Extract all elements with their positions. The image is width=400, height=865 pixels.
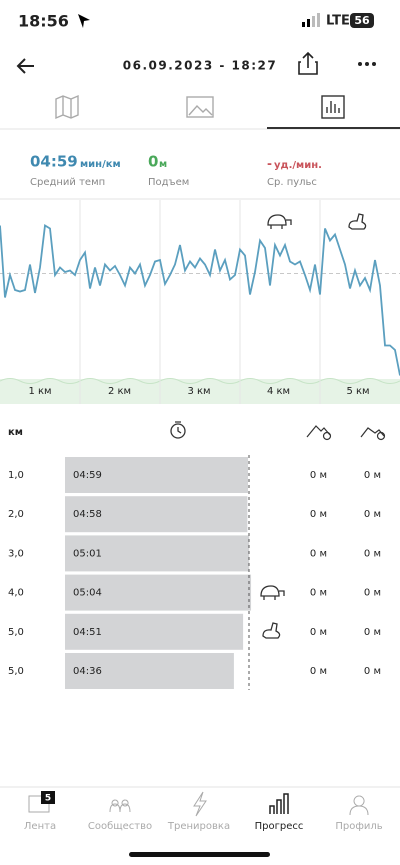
battery <box>350 13 374 28</box>
km-label: 3 км <box>187 386 210 397</box>
row-pace: 05:04 <box>73 588 102 599</box>
slow-icon <box>267 214 292 229</box>
pace-unit: мин/км <box>80 159 121 170</box>
row-ascent: 0 м <box>310 627 327 638</box>
pace-bar <box>65 535 250 572</box>
row-pace: 05:01 <box>73 548 102 559</box>
row-ascent: 0 м <box>310 548 327 559</box>
row-ascent: 0 м <box>310 588 327 599</box>
row-km: 1,0 <box>8 470 24 481</box>
badge-bg <box>41 791 55 804</box>
row-ascent: 0 м <box>310 470 327 481</box>
row-km: 2,0 <box>8 509 24 520</box>
fast-icon <box>348 213 367 230</box>
pace-bar <box>65 457 248 493</box>
row-descent: 0 м <box>364 509 381 520</box>
pace-value: 04:59 <box>30 153 78 171</box>
pulse-label: Ср. пульс <box>267 177 317 188</box>
ascent-label: Подъем <box>148 177 189 188</box>
more-button[interactable] <box>358 62 376 66</box>
nav-label[interactable]: Сообщество <box>88 821 152 832</box>
map-tab[interactable] <box>55 94 79 120</box>
home-indicator <box>129 852 270 857</box>
pace-label: Средний темп <box>30 177 105 188</box>
bottom-nav: Лента Сообщество Тренировка Прогресс Профиль… <box>24 791 383 832</box>
fast-split-icon <box>262 622 281 639</box>
nav-label[interactable]: Тренировка <box>167 821 230 832</box>
splits-table: 1,0 04:59 0 м 0 м 2,0 04:58 0 м 0 м 3,0 05:01 0 м 0… <box>8 457 381 689</box>
badge-count: 5 <box>45 794 51 804</box>
pulse-value: - <box>267 157 272 171</box>
nav-label[interactable]: Лента <box>24 821 56 832</box>
row-descent: 0 м <box>364 588 381 599</box>
community-icon <box>109 799 131 813</box>
progress-icon <box>269 793 289 814</box>
header-title: 06.09.2023 - 18:27 <box>123 59 277 73</box>
row-descent: 0 м <box>364 548 381 559</box>
pace-chart: 1 км 2 км 3 км 4 км 5 км <box>0 200 400 639</box>
status-time: 18:56 <box>18 12 69 31</box>
row-km: 5,0 <box>8 666 24 677</box>
row-pace: 04:51 <box>73 627 102 638</box>
descent-icon <box>360 427 386 441</box>
location-icon <box>78 14 90 28</box>
profile-icon <box>349 795 369 816</box>
chart-tab[interactable] <box>321 95 345 119</box>
network: LTE <box>326 14 350 29</box>
ascent-icon <box>306 425 332 441</box>
share-button[interactable] <box>298 51 318 75</box>
ascent-unit: м <box>159 159 167 170</box>
pace-bar <box>65 574 252 611</box>
km-label: 1 км <box>28 386 51 397</box>
row-km: 5,0 <box>8 627 24 638</box>
photo-tab[interactable] <box>186 96 214 118</box>
row-descent: 0 м <box>364 666 381 677</box>
workout-icon <box>193 791 207 817</box>
row-km: 3,0 <box>8 548 24 559</box>
row-descent: 0 м <box>364 470 381 481</box>
ascent-value: 0 <box>148 153 158 171</box>
elevation-profile <box>0 378 400 384</box>
pace-bar <box>65 613 244 650</box>
slow-split-icon <box>260 585 285 600</box>
pace-bar <box>65 496 248 533</box>
row-km: 4,0 <box>8 588 24 599</box>
row-pace: 04:36 <box>73 666 102 677</box>
km-label: 4 км <box>267 386 290 397</box>
pace-bar <box>65 653 234 689</box>
pulse-unit: уд./мин. <box>274 160 322 171</box>
km-label: 2 км <box>108 386 131 397</box>
row-pace: 04:59 <box>73 470 102 481</box>
back-button[interactable] <box>16 58 34 74</box>
table-header-km: км <box>8 427 23 438</box>
pace-line <box>0 224 400 376</box>
nav-label[interactable]: Профиль <box>335 821 382 832</box>
row-ascent: 0 м <box>310 666 327 677</box>
row-pace: 04:58 <box>73 509 102 520</box>
signal-icon <box>302 13 320 27</box>
nav-label[interactable]: Прогресс <box>255 821 304 832</box>
row-ascent: 0 м <box>310 509 327 520</box>
battery-level: 56 <box>354 14 370 27</box>
row-descent: 0 м <box>364 627 381 638</box>
time-icon <box>170 421 186 439</box>
km-label: 5 км <box>346 386 369 397</box>
